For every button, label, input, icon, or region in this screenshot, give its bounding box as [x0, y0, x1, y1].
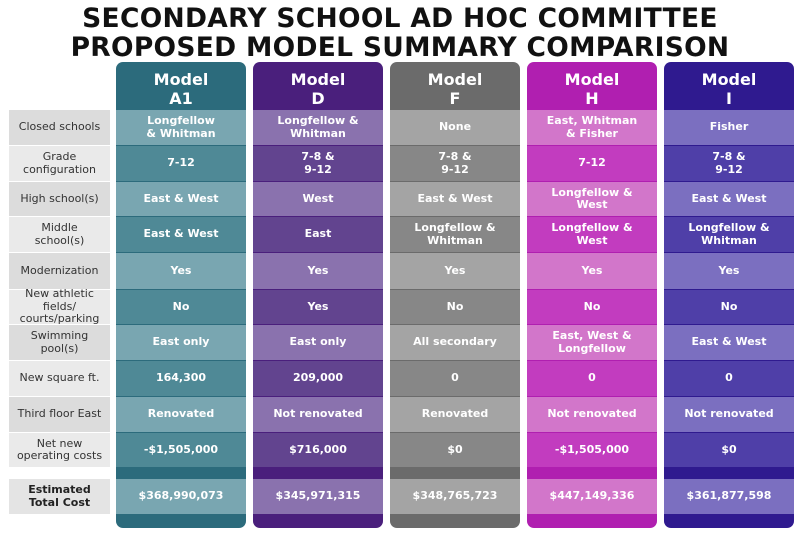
- row-label-closed-schools: Closed schools: [9, 110, 110, 145]
- model-total-cost: $447,149,336: [527, 479, 657, 514]
- row-label-net-new-operating-costs: Net new operating costs: [9, 433, 110, 467]
- model-cell-modernization: Yes: [253, 253, 383, 289]
- model-cell-middle-school-s: Longfellow & Whitman: [664, 217, 794, 252]
- model-header: Model H: [564, 70, 620, 108]
- row-label-estimated-total-cost: Estimated Total Cost: [9, 479, 110, 514]
- column-divider-band: [664, 467, 794, 479]
- model-header: Model I: [701, 70, 757, 108]
- model-cell-middle-school-s: Longfellow & Whitman: [390, 217, 520, 252]
- model-cell-new-athletic-fields-courts-parking: No: [116, 290, 246, 324]
- model-cell-net-new-operating-costs: $0: [390, 433, 520, 467]
- model-header: Model F: [427, 70, 483, 108]
- model-cell-swimming-pool-s: East, West & Longfellow: [527, 325, 657, 360]
- model-cell-closed-schools: Fisher: [664, 110, 794, 145]
- model-cell-high-school-s: East & West: [116, 182, 246, 216]
- row-label-high-school-s: High school(s): [9, 182, 110, 216]
- model-cell-new-square-ft: 0: [527, 361, 657, 396]
- model-cell-new-athletic-fields-courts-parking: No: [527, 290, 657, 324]
- model-cell-third-floor-east: Not renovated: [664, 397, 794, 432]
- model-cell-net-new-operating-costs: -$1,505,000: [527, 433, 657, 467]
- model-cell-modernization: Yes: [390, 253, 520, 289]
- model-cell-grade-configuration: 7-8 & 9-12: [664, 146, 794, 181]
- model-cell-closed-schools: Longfellow & Whitman: [253, 110, 383, 145]
- model-column-model-i: Model I Fisher 7-8 & 9-12 East & West Longfe…: [664, 62, 794, 528]
- model-cell-new-square-ft: 209,000: [253, 361, 383, 396]
- model-cell-new-square-ft: 164,300: [116, 361, 246, 396]
- row-label-new-square-ft: New square ft.: [9, 361, 110, 396]
- row-label-grade-configuration: Grade configuration: [9, 146, 110, 181]
- model-cell-net-new-operating-costs: $0: [664, 433, 794, 467]
- model-column-model-h: Model H East, Whitman & Fisher 7-12 Longfel…: [527, 62, 657, 528]
- model-total-cost: $368,990,073: [116, 479, 246, 514]
- model-cell-net-new-operating-costs: $716,000: [253, 433, 383, 467]
- model-header: Model D: [290, 70, 346, 108]
- column-divider-band: [527, 467, 657, 479]
- model-cell-swimming-pool-s: All secondary: [390, 325, 520, 360]
- model-cell-modernization: Yes: [664, 253, 794, 289]
- model-cell-new-athletic-fields-courts-parking: No: [390, 290, 520, 324]
- model-cell-high-school-s: East & West: [390, 182, 520, 216]
- model-cell-third-floor-east: Not renovated: [253, 397, 383, 432]
- page-title-line-1: SECONDARY SCHOOL AD HOC COMMITTEE: [82, 3, 718, 34]
- model-total-cost: $345,971,315: [253, 479, 383, 514]
- column-divider-band: [253, 467, 383, 479]
- column-divider-band: [390, 467, 520, 479]
- model-cell-new-athletic-fields-courts-parking: Yes: [253, 290, 383, 324]
- model-cell-closed-schools: None: [390, 110, 520, 145]
- model-cell-closed-schools: Longfellow & Whitman: [116, 110, 246, 145]
- model-cell-grade-configuration: 7-12: [116, 146, 246, 181]
- row-label-new-athletic-fields-courts-parking: New athletic fields/ courts/parking: [9, 288, 110, 325]
- model-column-model-f: Model F None 7-8 & 9-12 East & West Longfell…: [390, 62, 520, 528]
- model-cell-high-school-s: Longfellow & West: [527, 182, 657, 216]
- row-label-swimming-pool-s: Swimming pool(s): [9, 325, 110, 360]
- model-cell-closed-schools: East, Whitman & Fisher: [527, 110, 657, 145]
- model-cell-modernization: Yes: [116, 253, 246, 289]
- model-cell-swimming-pool-s: East only: [116, 325, 246, 360]
- row-label-modernization: Modernization: [9, 253, 110, 289]
- model-cell-new-athletic-fields-courts-parking: No: [664, 290, 794, 324]
- model-cell-swimming-pool-s: East & West: [664, 325, 794, 360]
- model-cell-new-square-ft: 0: [664, 361, 794, 396]
- page-title-line-2: PROPOSED MODEL SUMMARY COMPARISON: [70, 32, 730, 63]
- model-header: Model A1: [153, 70, 209, 108]
- model-cell-third-floor-east: Renovated: [116, 397, 246, 432]
- model-cell-grade-configuration: 7-8 & 9-12: [253, 146, 383, 181]
- model-cell-grade-configuration: 7-12: [527, 146, 657, 181]
- model-cell-modernization: Yes: [527, 253, 657, 289]
- model-total-cost: $361,877,598: [664, 479, 794, 514]
- row-label-middle-school-s: Middle school(s): [9, 217, 110, 252]
- model-cell-swimming-pool-s: East only: [253, 325, 383, 360]
- model-cell-middle-school-s: Longfellow & West: [527, 217, 657, 252]
- model-cell-middle-school-s: East & West: [116, 217, 246, 252]
- model-cell-high-school-s: East & West: [664, 182, 794, 216]
- model-cell-grade-configuration: 7-8 & 9-12: [390, 146, 520, 181]
- model-cell-third-floor-east: Renovated: [390, 397, 520, 432]
- column-divider-band: [116, 467, 246, 479]
- model-cell-third-floor-east: Not renovated: [527, 397, 657, 432]
- model-cell-middle-school-s: East: [253, 217, 383, 252]
- model-column-model-d: Model D Longfellow & Whitman 7-8 & 9-12 Wes…: [253, 62, 383, 528]
- model-cell-net-new-operating-costs: -$1,505,000: [116, 433, 246, 467]
- row-label-third-floor-east: Third floor East: [9, 397, 110, 432]
- model-cell-new-square-ft: 0: [390, 361, 520, 396]
- model-column-model-a1: Model A1 Longfellow & Whitman 7-12 East & W…: [116, 62, 246, 528]
- model-cell-high-school-s: West: [253, 182, 383, 216]
- model-total-cost: $348,765,723: [390, 479, 520, 514]
